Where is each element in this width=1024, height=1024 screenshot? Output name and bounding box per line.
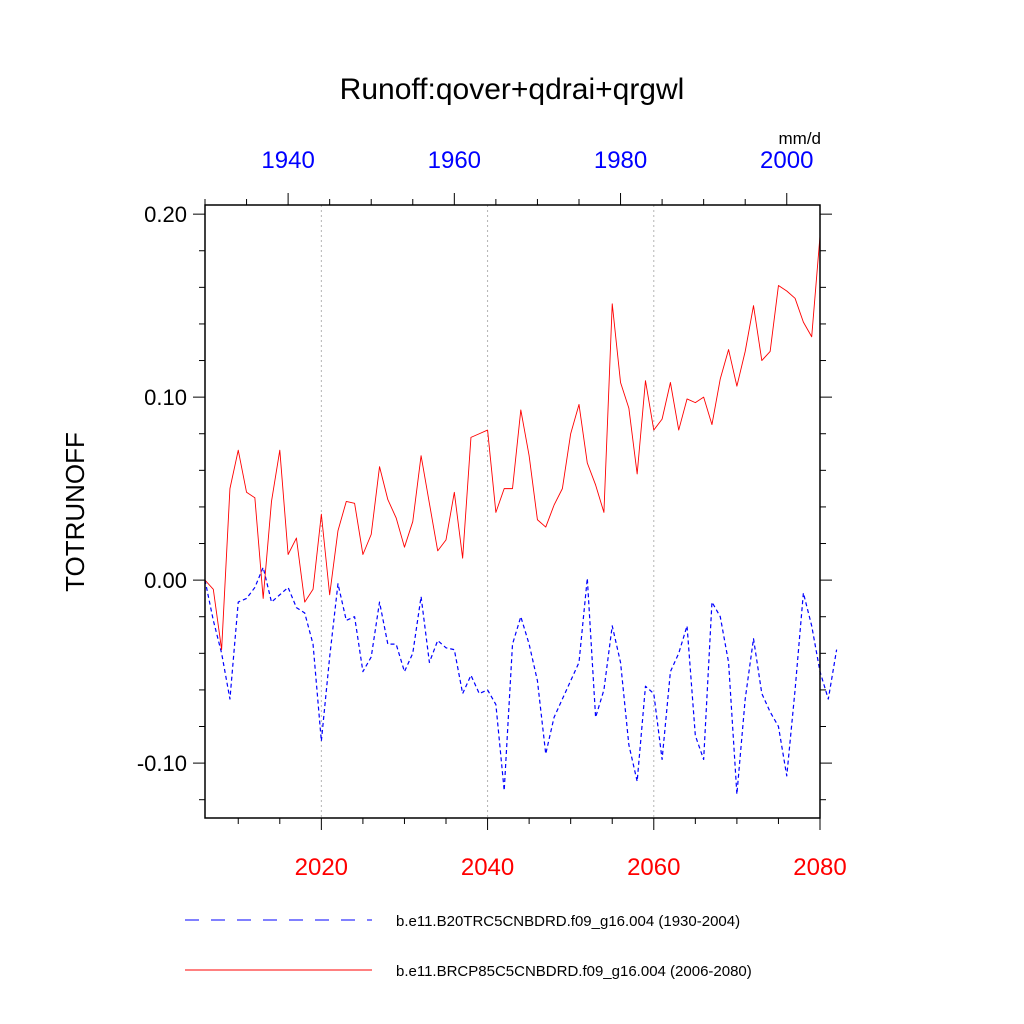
x-bottom-tick-label: 2060 [627,854,680,881]
x-top-tick-label: 1980 [594,147,647,174]
x-bottom-tick-label: 2020 [295,854,348,881]
series-line-1 [204,566,838,795]
y-axis-label: TOTRUNOFF [60,432,90,592]
chart-title: Runoff:qover+qdrai+qrgwl [340,73,685,106]
series-line-2 [204,236,821,651]
y-tick-label: 0.10 [144,385,187,410]
y-tick-label: 0.00 [144,568,187,593]
series-lines [204,236,838,795]
x-top-tick-label: 2000 [760,147,813,174]
x-top-tick-label: 1960 [428,147,481,174]
axis-ticks [193,193,832,830]
plot-frame [204,204,821,819]
y-tick-label: 0.20 [144,202,187,227]
legend-label-1: b.e11.B20TRC5CNBDRD.f09_g16.004 (1930-20… [396,913,740,930]
units-label: mm/d [779,129,822,148]
legend: b.e11.B20TRC5CNBDRD.f09_g16.004 (1930-20… [185,913,752,980]
vertical-gridlines [320,205,655,818]
x-top-tick-label: 1940 [261,147,314,174]
tick-labels: 0.20 0.10 0.00 -0.10 2020 2040 2060 2080 1940 196… [137,147,847,881]
y-tick-label: -0.10 [137,751,187,776]
x-bottom-tick-label: 2080 [793,854,846,881]
x-bottom-tick-label: 2040 [461,854,514,881]
legend-label-2: b.e11.BRCP85C5CNBDRD.f09_g16.004 (2006-2… [396,963,752,980]
